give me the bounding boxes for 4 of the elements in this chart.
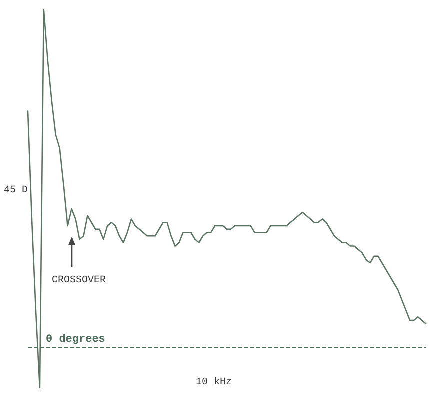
annotation: CROSSOVER <box>52 276 106 286</box>
annotation: 10 kHz <box>196 376 232 388</box>
ref-line-label: 0 degrees <box>46 334 106 346</box>
annotation: 45 D <box>4 186 28 196</box>
